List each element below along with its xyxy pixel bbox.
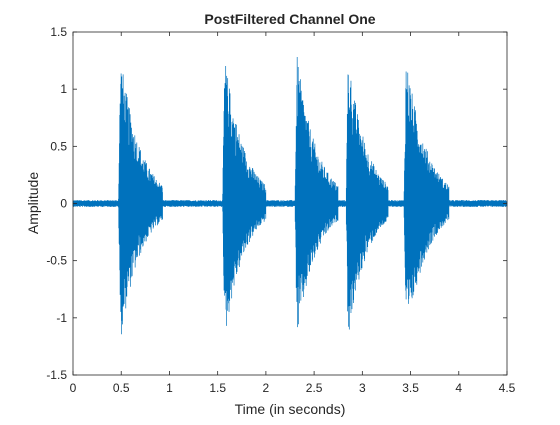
chart-title: PostFiltered Channel One [204, 11, 375, 27]
y-tick-label: -1 [56, 311, 67, 325]
y-tick-label: -1.5 [46, 368, 67, 382]
x-tick-label: 0 [70, 381, 77, 395]
y-axis: 1.5 1 0.5 0 -0.5 -1 -1.5 [46, 25, 507, 382]
x-tick-label: 4 [455, 381, 462, 395]
x-tick-label: 2 [263, 381, 270, 395]
x-tick-label: 3 [359, 381, 366, 395]
y-axis-label: Amplitude [25, 172, 41, 234]
x-tick-label: 3.5 [402, 381, 419, 395]
x-axis: 0 0.5 1 1.5 2 2.5 3 3.5 4 4.5 [70, 32, 516, 395]
y-tick-label: 0 [60, 197, 67, 211]
x-tick-label: 1.5 [209, 381, 226, 395]
y-tick-label: 1 [60, 82, 67, 96]
y-tick-label: -0.5 [46, 254, 67, 268]
y-tick-label: 0.5 [50, 139, 67, 153]
y-tick-label: 1.5 [50, 25, 67, 39]
x-axis-label: Time (in seconds) [235, 401, 346, 417]
x-tick-label: 2.5 [306, 381, 323, 395]
x-tick-label: 0.5 [113, 381, 130, 395]
x-tick-label: 4.5 [499, 381, 516, 395]
plot-area [72, 31, 508, 376]
x-tick-label: 1 [166, 381, 173, 395]
